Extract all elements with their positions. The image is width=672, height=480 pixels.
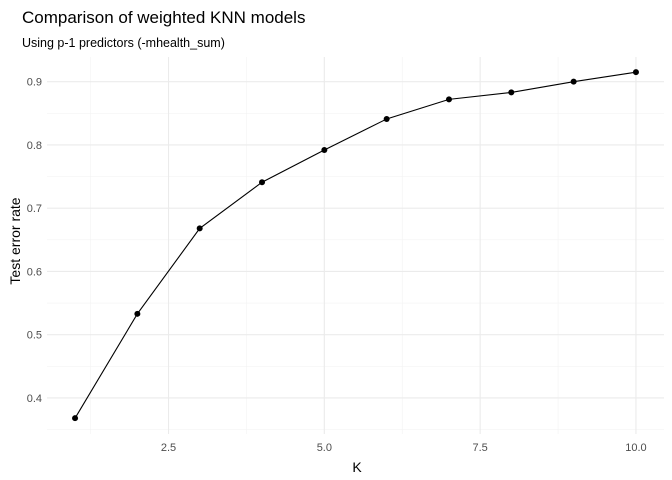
series-layer: [72, 69, 639, 422]
chart-subtitle: Using p-1 predictors (-mhealth_sum): [22, 36, 225, 50]
data-point: [383, 115, 390, 122]
y-tick-label: 0.8: [27, 140, 42, 152]
y-tick-label: 0.4: [27, 393, 42, 405]
series-line: [74, 71, 637, 419]
y-axis-title: Test error rate: [7, 197, 23, 284]
gridlines: [47, 57, 664, 434]
data-point: [570, 78, 577, 85]
y-axis-tick-labels: 0.4 0.5 0.6 0.7 0.8 0.9: [27, 77, 42, 405]
y-tick-label: 0.6: [27, 266, 42, 278]
x-tick-label: 10.0: [625, 442, 646, 454]
chart-title: Comparison of weighted KNN models: [22, 8, 305, 27]
data-point: [134, 310, 141, 317]
x-axis-tick-labels: 2.5 5.0 7.5 10.0: [161, 442, 647, 454]
data-point: [321, 146, 328, 153]
x-axis-title: K: [352, 459, 362, 475]
data-point: [259, 179, 266, 186]
data-point: [445, 96, 452, 103]
x-tick-label: 7.5: [472, 442, 487, 454]
y-tick-label: 0.9: [27, 77, 42, 89]
data-point: [72, 415, 79, 422]
x-tick-label: 2.5: [161, 442, 176, 454]
data-point: [196, 225, 203, 232]
y-tick-label: 0.7: [27, 203, 42, 215]
data-point: [508, 89, 515, 96]
y-tick-label: 0.5: [27, 330, 42, 342]
data-point: [632, 69, 639, 76]
x-tick-label: 5.0: [317, 442, 332, 454]
chart-header: Comparison of weighted KNN models Using …: [22, 8, 305, 50]
